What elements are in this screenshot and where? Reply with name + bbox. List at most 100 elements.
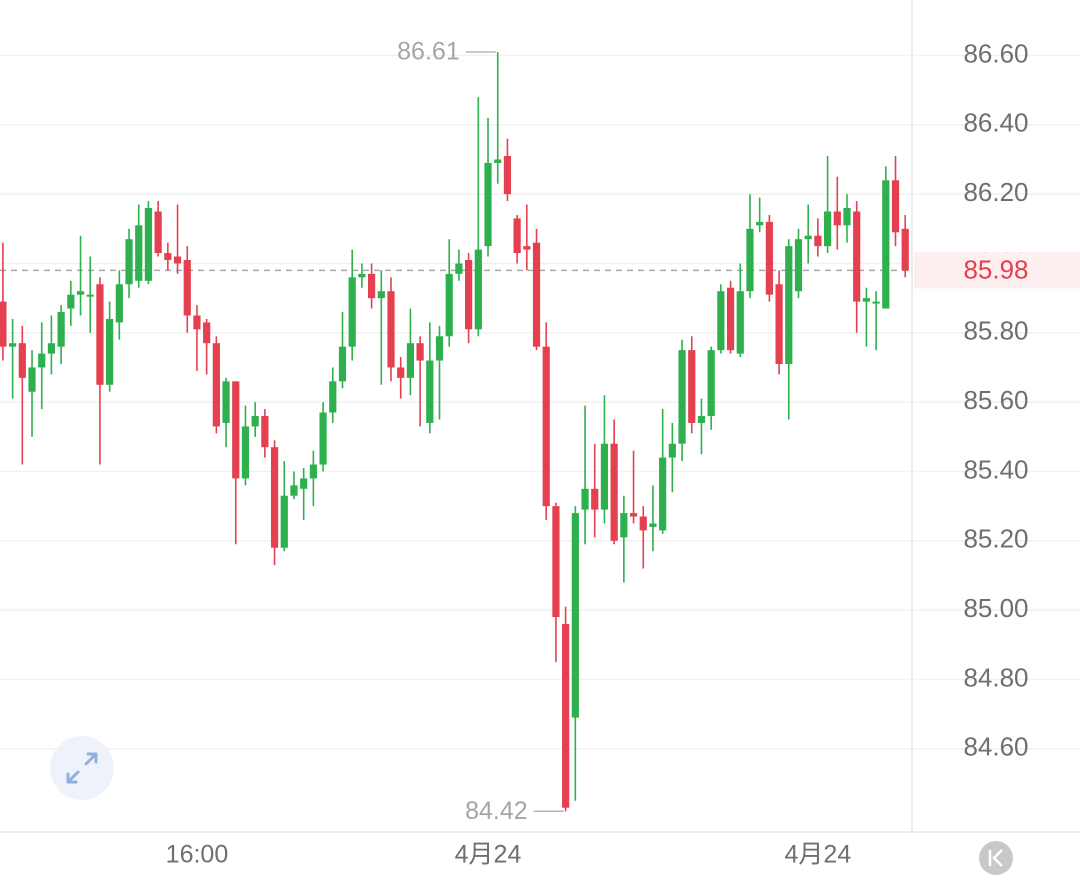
candle-body [426, 360, 434, 423]
candle-body [28, 367, 36, 392]
y-tick-label: 85.60 [963, 385, 1028, 415]
candle-body [300, 478, 308, 489]
candle-body [629, 513, 638, 517]
candle-body [280, 495, 288, 548]
candle-body [639, 516, 647, 531]
candle-body [358, 273, 366, 278]
candle-body [319, 412, 327, 465]
candle-body [251, 416, 259, 427]
candle-body [814, 235, 822, 247]
candle-body [862, 298, 870, 302]
candle-body [581, 488, 589, 510]
candle-body [193, 315, 201, 330]
candle-body [203, 322, 211, 344]
candle-body [290, 485, 298, 496]
candle-body [416, 343, 424, 361]
y-tick-label: 84.60 [963, 732, 1028, 762]
candle-body [513, 218, 521, 254]
expand-icon[interactable] [66, 752, 98, 784]
candle-body [338, 346, 347, 382]
candle-body [688, 350, 696, 423]
candle-body [620, 513, 628, 538]
candle-body [397, 367, 405, 378]
candle-body [649, 523, 657, 527]
x-tick-label: 4月24 [455, 841, 522, 869]
candle-body [377, 291, 385, 299]
y-tick-label: 85.00 [963, 593, 1028, 623]
collapse-icon[interactable] [988, 849, 1003, 867]
candle-body [144, 208, 153, 281]
candle-body [445, 273, 453, 337]
candle-body [222, 381, 230, 423]
candle-body [135, 225, 143, 281]
candle-body [86, 294, 94, 297]
candle-body [853, 211, 861, 302]
candle-body [562, 624, 570, 808]
candle-body [241, 426, 250, 479]
candle-body [717, 291, 725, 351]
y-tick-label: 85.20 [963, 524, 1028, 554]
candle-body [736, 291, 744, 354]
low-marker-label: 84.42 [465, 797, 528, 825]
candle-body [76, 291, 85, 295]
expand-button[interactable] [50, 736, 114, 800]
candle-body [106, 318, 114, 385]
candle-body [435, 336, 444, 361]
candle-body [891, 180, 900, 233]
candle-body [309, 464, 317, 479]
candle-body [542, 346, 550, 507]
candle-body [67, 294, 75, 309]
candle-body [261, 416, 269, 448]
y-tick-label: 84.80 [963, 662, 1028, 692]
candle-body [785, 246, 793, 364]
candle-body [523, 246, 531, 250]
candle-body [600, 443, 609, 510]
candle-body [0, 301, 7, 347]
y-tick-label: 85.80 [963, 316, 1028, 346]
candle-body [9, 343, 17, 347]
candle-body [794, 239, 803, 292]
candle-body [901, 228, 909, 271]
candle-body [591, 488, 599, 510]
last-price-label: 85.98 [963, 254, 1028, 284]
candle-body [232, 381, 240, 479]
candle-body [552, 506, 560, 618]
candle-body [571, 513, 579, 718]
candle-body [115, 284, 123, 323]
candle-body [125, 239, 133, 285]
candle-body [882, 180, 890, 309]
candle-body [833, 211, 841, 226]
y-tick-label: 85.40 [963, 454, 1028, 484]
candle-body [775, 284, 783, 364]
candle-body [406, 343, 414, 378]
candle-body [474, 249, 482, 330]
candle-body [455, 263, 463, 274]
candle-body [18, 343, 26, 378]
y-tick-label: 86.20 [963, 177, 1028, 207]
candle-body [57, 312, 65, 347]
candle-body [484, 162, 492, 247]
candle-body [659, 457, 667, 531]
candle-body [96, 284, 104, 385]
candle-body [503, 156, 512, 195]
x-tick-label: 4月24 [785, 841, 852, 869]
candle-body [872, 301, 880, 304]
candle-body [173, 256, 182, 264]
y-tick-label: 86.60 [963, 38, 1028, 68]
candle-body [668, 443, 676, 458]
candle-body [154, 211, 162, 254]
y-tick-label: 86.40 [963, 108, 1028, 138]
candle-body [465, 260, 473, 330]
candle-body [183, 260, 191, 316]
candle-body [532, 242, 541, 347]
candle-body [804, 235, 812, 240]
collapse-button[interactable] [979, 841, 1013, 875]
candle-body [756, 221, 764, 226]
expand-button-bg[interactable] [50, 736, 114, 800]
candle-body [348, 277, 356, 347]
candle-body [765, 221, 773, 295]
candle-body [367, 273, 376, 299]
collapse-button-bg[interactable] [979, 841, 1013, 875]
